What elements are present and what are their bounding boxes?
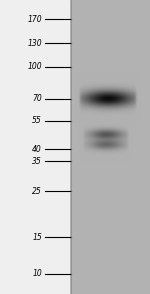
Text: 15: 15 xyxy=(32,233,42,242)
Text: 35: 35 xyxy=(32,157,42,166)
Text: 130: 130 xyxy=(27,39,42,48)
Text: 40: 40 xyxy=(32,145,42,154)
Text: 100: 100 xyxy=(27,62,42,71)
Text: 25: 25 xyxy=(32,187,42,196)
Text: 10: 10 xyxy=(32,269,42,278)
Text: 170: 170 xyxy=(27,14,42,24)
Text: 55: 55 xyxy=(32,116,42,125)
Text: 70: 70 xyxy=(32,94,42,103)
